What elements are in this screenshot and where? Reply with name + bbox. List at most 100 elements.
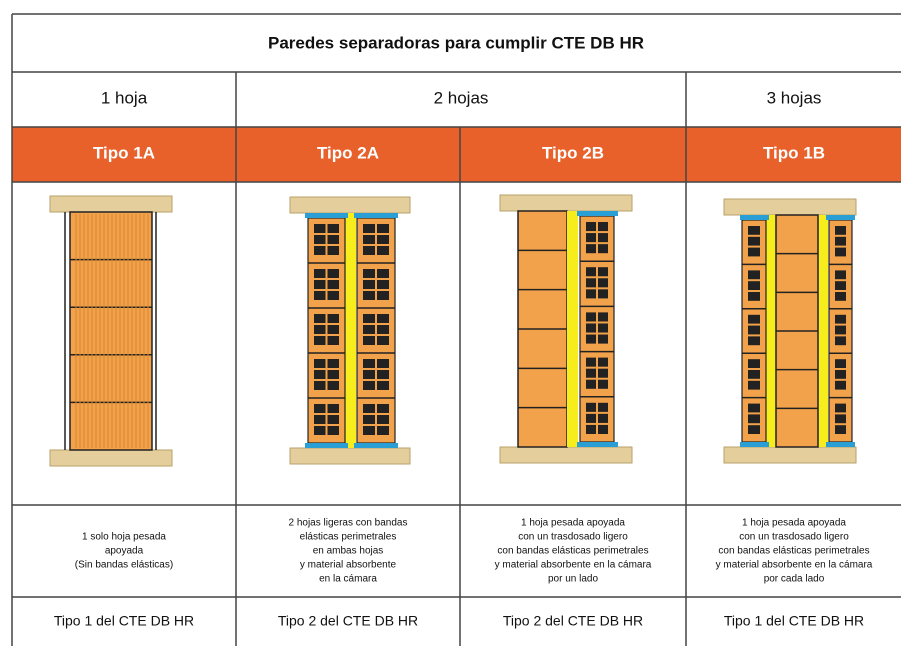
- slab: [723, 446, 857, 464]
- slab: [49, 195, 173, 213]
- slab: [723, 198, 857, 216]
- hole: [835, 370, 846, 379]
- hole: [598, 222, 608, 232]
- light-leaf: [356, 217, 396, 444]
- hole: [377, 370, 389, 379]
- hole: [598, 289, 608, 299]
- hole: [314, 370, 326, 379]
- insulation: [345, 213, 356, 448]
- hole: [327, 235, 339, 244]
- hole: [598, 244, 608, 254]
- hole: [363, 426, 375, 435]
- title: Paredes separadoras para cumplir CTE DB …: [268, 33, 644, 52]
- hole: [586, 368, 596, 378]
- hole: [363, 246, 375, 255]
- hole: [598, 267, 608, 277]
- description: por un lado: [548, 574, 598, 585]
- hole: [835, 236, 846, 246]
- hole: [327, 336, 339, 345]
- elastic-band: [577, 442, 618, 447]
- elastic-band: [577, 211, 618, 216]
- light-leaf: [307, 217, 346, 444]
- hole: [598, 323, 608, 333]
- hole: [598, 413, 608, 423]
- hole: [748, 270, 760, 280]
- elastic-band: [354, 213, 398, 218]
- elastic-band: [826, 215, 855, 220]
- hole: [748, 236, 760, 246]
- type-label: Tipo 2A: [317, 143, 379, 162]
- hole: [598, 233, 608, 243]
- hole: [586, 413, 596, 423]
- insulation: [567, 211, 578, 447]
- description: 1 hoja pesada apoyada: [521, 518, 625, 529]
- hole: [327, 359, 339, 368]
- hole: [363, 325, 375, 334]
- description: en ambas hojas: [313, 546, 384, 557]
- hole: [314, 224, 326, 233]
- hole: [327, 404, 339, 413]
- hole: [377, 224, 389, 233]
- elastic-band: [826, 442, 855, 447]
- reference: Tipo 2 del CTE DB HR: [503, 613, 643, 629]
- hole: [748, 425, 760, 434]
- hole: [598, 334, 608, 344]
- description: 1 solo hoja pesada: [82, 532, 166, 543]
- hole: [314, 246, 326, 255]
- hole: [586, 233, 596, 243]
- hole: [327, 280, 339, 289]
- hole: [748, 336, 760, 346]
- hole: [586, 334, 596, 344]
- hole: [377, 235, 389, 244]
- type-label: Tipo 2B: [542, 143, 604, 162]
- insulation: [818, 215, 828, 447]
- hole: [327, 224, 339, 233]
- description: apoyada: [105, 546, 144, 557]
- hole: [748, 359, 760, 368]
- hole: [377, 325, 389, 334]
- hole: [363, 224, 375, 233]
- hole: [598, 278, 608, 288]
- description: y material absorbente en la cámara: [716, 560, 873, 571]
- hole: [748, 403, 760, 413]
- hole: [327, 381, 339, 390]
- hole: [377, 314, 389, 323]
- hole: [314, 336, 326, 345]
- hole: [835, 325, 846, 335]
- hole: [377, 381, 389, 390]
- hole: [748, 281, 760, 290]
- reference: Tipo 1 del CTE DB HR: [724, 613, 864, 629]
- description: con un trasdosado ligero: [518, 532, 628, 543]
- description: por cada lado: [764, 574, 825, 585]
- hole: [314, 280, 326, 289]
- hole: [748, 325, 760, 335]
- hole: [598, 312, 608, 322]
- hole: [835, 270, 846, 280]
- hole: [377, 359, 389, 368]
- hole: [327, 291, 339, 300]
- reference: Tipo 1 del CTE DB HR: [54, 613, 194, 629]
- hole: [314, 325, 326, 334]
- group-label: 1 hoja: [101, 88, 148, 107]
- reference: Tipo 2 del CTE DB HR: [278, 613, 418, 629]
- description: elásticas perimetrales: [300, 532, 397, 543]
- hole: [586, 244, 596, 254]
- description: 2 hojas ligeras con bandas: [289, 518, 408, 529]
- hole: [363, 415, 375, 424]
- type-band: [12, 127, 901, 182]
- hole: [377, 280, 389, 289]
- hole: [327, 314, 339, 323]
- hole: [363, 370, 375, 379]
- hole: [377, 426, 389, 435]
- hole: [835, 247, 846, 257]
- elastic-band: [305, 213, 348, 218]
- hole: [327, 325, 339, 334]
- elastic-band: [354, 443, 398, 448]
- table-grid: [11, 13, 901, 646]
- hole: [586, 289, 596, 299]
- hole: [598, 368, 608, 378]
- hole: [363, 381, 375, 390]
- hole: [314, 359, 326, 368]
- hole: [835, 380, 846, 390]
- hole: [314, 235, 326, 244]
